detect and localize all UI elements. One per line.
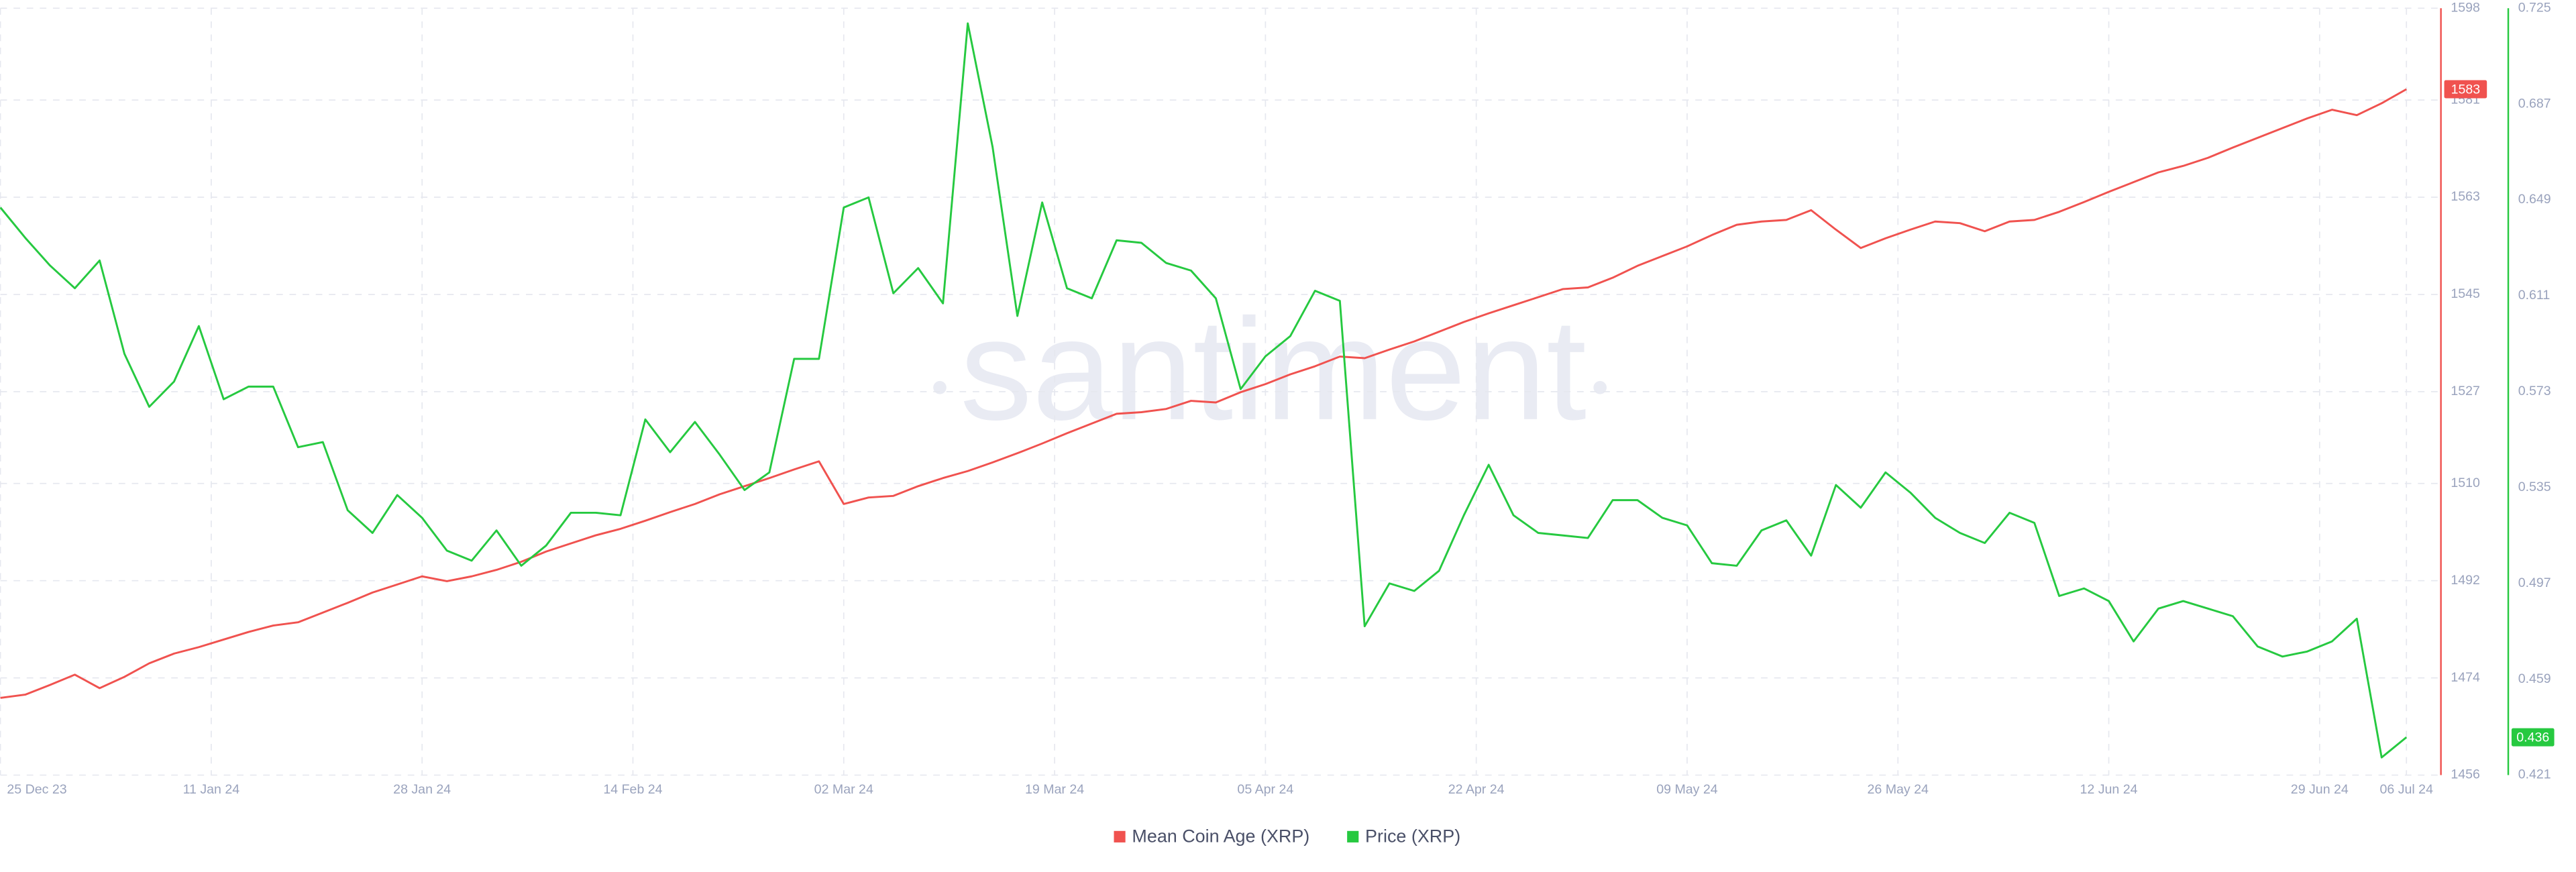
x-tick-label: 02 Mar 24 (814, 782, 873, 797)
y-tick-label: 1456 (2451, 767, 2480, 782)
y2-tick-label: 0.725 (2518, 0, 2551, 15)
last-value-label: 0.436 (2516, 730, 2549, 745)
x-tick-label: 26 May 24 (1868, 782, 1929, 797)
x-tick-label: 06 Jul 24 (2379, 782, 2433, 797)
y2-tick-label: 0.573 (2518, 384, 2551, 398)
watermark-dot (1593, 380, 1607, 394)
x-tick-label: 09 May 24 (1656, 782, 1718, 797)
y-tick-label: 1598 (2451, 0, 2480, 15)
x-tick-label: 11 Jan 24 (183, 782, 240, 797)
y-tick-label: 1563 (2451, 189, 2480, 204)
x-tick-label: 25 Dec 23 (7, 782, 66, 797)
series-line (0, 22, 2408, 759)
legend-swatch (1114, 830, 1126, 842)
x-tick-label: 29 Jun 24 (2291, 782, 2349, 797)
last-value-label: 1583 (2451, 82, 2481, 97)
legend-swatch (1347, 830, 1359, 842)
x-tick-label: 22 Apr 24 (1448, 782, 1505, 797)
x-tick-label: 05 Apr 24 (1237, 782, 1293, 797)
y-tick-label: 1527 (2451, 384, 2480, 398)
y2-tick-label: 0.497 (2518, 576, 2551, 590)
legend-label: Price (XRP) (1365, 826, 1460, 847)
x-tick-label: 14 Feb 24 (603, 782, 662, 797)
x-tick-label: 12 Jun 24 (2080, 782, 2138, 797)
y2-tick-label: 0.421 (2518, 767, 2551, 782)
y2-tick-label: 0.611 (2518, 288, 2551, 303)
y-tick-label: 1474 (2451, 670, 2480, 685)
watermark-dot (933, 380, 947, 394)
y-tick-label: 1545 (2451, 286, 2480, 301)
y2-tick-label: 0.649 (2518, 192, 2551, 207)
y2-tick-label: 0.459 (2518, 671, 2551, 686)
last-value-badge (2444, 80, 2487, 99)
x-tick-label: 28 Jan 24 (393, 782, 451, 797)
y2-tick-label: 0.687 (2518, 96, 2551, 111)
y-tick-label: 1510 (2451, 476, 2480, 490)
series-line (0, 88, 2407, 699)
x-tick-label: 19 Mar 24 (1025, 782, 1084, 797)
last-value-badge (2511, 728, 2555, 747)
y2-tick-label: 0.535 (2518, 480, 2551, 494)
y-tick-label: 1492 (2451, 573, 2480, 588)
legend-label: Mean Coin Age (XRP) (1132, 826, 1309, 847)
